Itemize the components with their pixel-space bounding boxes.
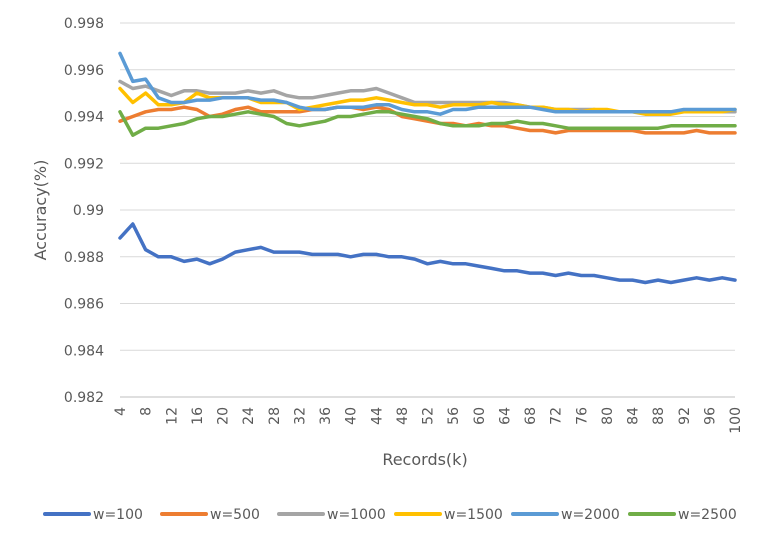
- legend-label: w=2500: [678, 507, 737, 523]
- x-tick-label: 36: [318, 407, 334, 425]
- x-tick-label: 68: [523, 407, 539, 425]
- legend-label: w=1000: [327, 507, 386, 523]
- x-axis-label: Records(k): [382, 450, 467, 469]
- grid-lines: [120, 22, 735, 398]
- x-tick-label: 48: [395, 407, 411, 425]
- x-tick-label: 88: [651, 407, 667, 425]
- y-tick-label: 0.994: [64, 110, 104, 126]
- y-tick-label: 0.988: [64, 250, 104, 266]
- y-tick-label: 0.992: [64, 156, 104, 172]
- x-tick-label: 100: [728, 407, 744, 434]
- legend-label: w=500: [210, 507, 260, 523]
- series-line-w100: [118, 222, 737, 285]
- x-tick-label: 44: [369, 407, 385, 425]
- legend-label: w=1500: [444, 507, 503, 523]
- y-axis-label: Accuracy(%): [31, 160, 50, 261]
- x-tick-label: 24: [241, 407, 257, 425]
- x-tick-label: 16: [190, 407, 206, 425]
- y-tick-label: 0.998: [64, 16, 104, 32]
- y-tick-label: 0.986: [64, 297, 104, 313]
- x-tick-label: 32: [292, 407, 308, 425]
- x-tick-label: 64: [497, 407, 513, 425]
- x-tick-label: 60: [472, 407, 488, 425]
- x-tick-label: 92: [677, 407, 693, 425]
- x-tick-label: 40: [344, 407, 360, 425]
- y-axis-ticks: 0.982 0.984 0.986 0.988 0.99 0.992 0.994 0.996 0…: [64, 16, 104, 406]
- x-tick-label: 28: [267, 407, 283, 425]
- x-tick-label: 56: [446, 407, 462, 425]
- legend-label: w=2000: [561, 507, 620, 523]
- x-tick-label: 96: [702, 407, 718, 425]
- series-line-w500: [118, 105, 737, 135]
- series-line-w2500: [118, 110, 737, 137]
- x-tick-label: 4: [113, 407, 129, 416]
- x-tick-label: 84: [626, 407, 642, 425]
- x-tick-label: 20: [216, 407, 232, 425]
- y-tick-label: 0.982: [64, 390, 104, 406]
- x-axis-ticks: 4 8 12 16 20 24 28 32 36 40 44 48 52 56 60 64 68 72 76 80 84…: [113, 407, 744, 434]
- legend-label: w=100: [93, 507, 143, 523]
- series-lines: [118, 51, 737, 285]
- x-tick-label: 8: [139, 407, 155, 416]
- y-tick-label: 0.996: [64, 63, 104, 79]
- y-tick-label: 0.99: [73, 203, 104, 219]
- series-line-w2000: [118, 51, 737, 116]
- x-tick-label: 52: [421, 407, 437, 425]
- x-tick-label: 80: [600, 407, 616, 425]
- x-tick-label: 12: [164, 407, 180, 425]
- x-tick-label: 76: [574, 407, 590, 425]
- legend: w=100 w=500 w=1000 w=1500 w=2000 w=2500: [43, 507, 737, 523]
- y-tick-label: 0.984: [64, 343, 104, 359]
- x-tick-label: 72: [549, 407, 565, 425]
